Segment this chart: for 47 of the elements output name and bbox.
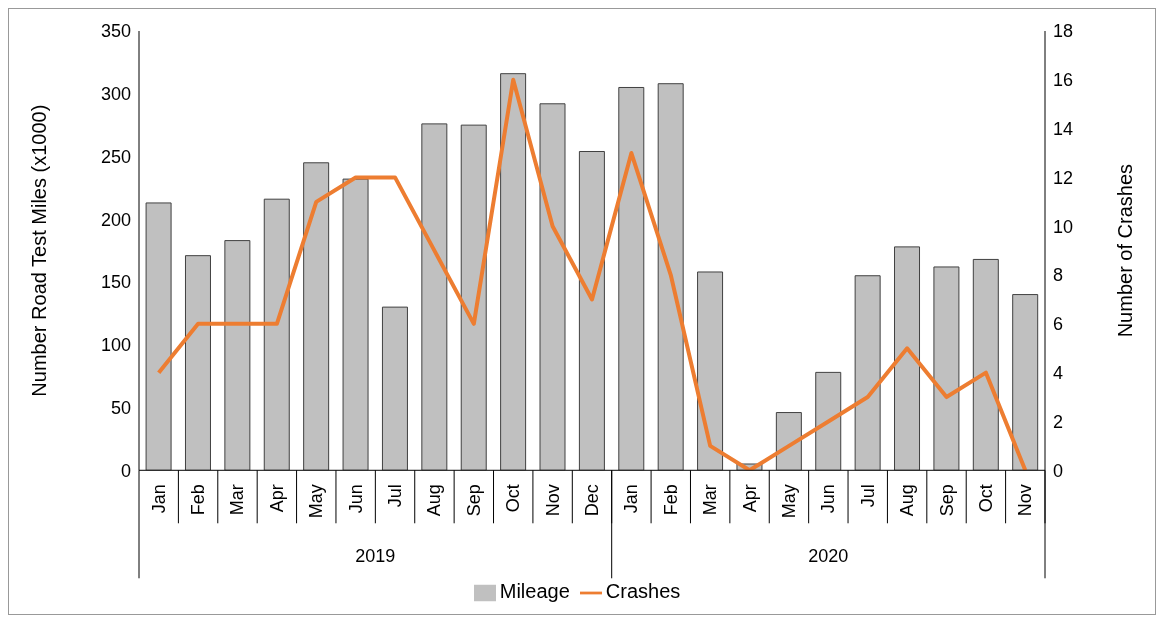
y2-tick-label: 8 — [1053, 265, 1064, 286]
x-tick-label: May — [306, 484, 327, 519]
y-tick-label: 100 — [100, 335, 131, 356]
x-tick-label: Jul — [385, 484, 406, 508]
text: 2020 — [808, 546, 849, 567]
x-tick-label: Sep — [463, 484, 484, 517]
x-tick-label: Oct — [975, 484, 996, 513]
y-tick-label: 350 — [100, 21, 131, 42]
x-tick-label: Jun — [345, 484, 366, 514]
y-tick-label: 250 — [100, 146, 131, 167]
y-tick-label: 300 — [100, 84, 131, 105]
y2-tick-label: 18 — [1053, 21, 1074, 42]
x-tick-label: Oct — [503, 484, 524, 513]
y2-tick-label: 16 — [1053, 70, 1074, 91]
y2-tick-label: 4 — [1053, 363, 1064, 384]
x-tick-label: May — [778, 484, 799, 519]
y2-tick-label: 6 — [1053, 314, 1064, 335]
x-tick-label: Aug — [424, 484, 445, 517]
y-axis-title: Number Road Test Miles (x1000) — [28, 104, 51, 397]
legend-label: Crashes — [605, 580, 681, 603]
x-tick-label: Mar — [700, 484, 721, 516]
x-tick-label: Apr — [739, 484, 760, 513]
x-tick-label: Nov — [1015, 484, 1036, 517]
y-tick-label: 50 — [110, 397, 131, 418]
y-tick-label: 150 — [100, 272, 131, 293]
legend-label: Mileage — [499, 580, 570, 603]
x-tick-label: Jan — [148, 484, 169, 514]
y2-axis-title: Number of Crashes — [1114, 163, 1137, 338]
x-tick-label: Jul — [857, 484, 878, 508]
y2-tick-label: 12 — [1053, 167, 1074, 188]
x-tick-label: Mar — [227, 484, 248, 516]
y2-tick-label: 2 — [1053, 411, 1064, 432]
x-tick-label: Aug — [897, 484, 918, 517]
x-tick-label: Jan — [621, 484, 642, 514]
x-tick-label: Feb — [188, 484, 209, 516]
y-tick-label: 0 — [120, 460, 131, 481]
x-tick-label: Feb — [660, 484, 681, 516]
x-tick-label: Sep — [936, 484, 957, 517]
y2-tick-label: 10 — [1053, 216, 1074, 237]
text: 2019 — [355, 546, 396, 567]
x-tick-label: Jun — [818, 484, 839, 514]
y2-tick-label: 14 — [1053, 119, 1074, 140]
y2-tick-label: 0 — [1053, 460, 1064, 481]
y-tick-label: 200 — [100, 209, 131, 230]
x-tick-label: Apr — [266, 484, 287, 513]
x-tick-label: Nov — [542, 484, 563, 517]
x-tick-label: Dec — [582, 484, 602, 517]
